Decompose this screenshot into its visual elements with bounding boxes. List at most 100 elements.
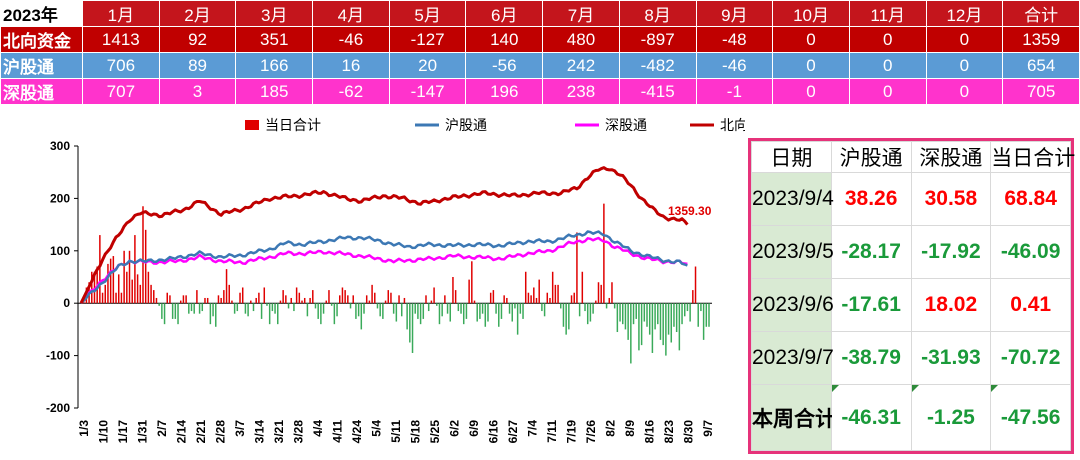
x-tick-label: 6/2 — [448, 420, 462, 437]
daily-bar — [355, 303, 357, 319]
daily-bar — [554, 284, 557, 304]
daily-bar — [290, 297, 292, 304]
monthly-value: -62 — [312, 78, 390, 105]
daily-bar — [487, 303, 489, 322]
x-tick-label: 1/3 — [77, 420, 91, 437]
daily-bar — [689, 303, 691, 322]
monthly-value: 351 — [235, 26, 314, 53]
x-tick-label: 4/24 — [350, 420, 364, 444]
daily-bar — [387, 290, 390, 304]
daily-bar — [177, 303, 179, 325]
y-tick-label: -200 — [46, 401, 70, 415]
daily-bar — [306, 303, 309, 317]
weekly-value: 68.84 — [990, 171, 1071, 227]
monthly-value: -46 — [695, 52, 774, 79]
daily-bar — [217, 295, 220, 304]
monthly-value: -46 — [312, 26, 390, 53]
daily-bar — [600, 284, 602, 304]
daily-bar — [479, 303, 481, 319]
daily-bar — [460, 303, 462, 314]
daily-bar — [425, 295, 427, 304]
daily-bar — [204, 297, 206, 304]
daily-bar — [700, 303, 702, 312]
x-tick-label: 2/21 — [194, 420, 208, 444]
daily-bar — [500, 303, 503, 319]
daily-bar — [139, 284, 142, 304]
daily-bar — [250, 300, 252, 304]
monthly-value: 0 — [772, 78, 850, 105]
daily-bar — [414, 303, 416, 314]
x-tick-label: 4/4 — [311, 420, 325, 437]
daily-bar — [309, 297, 311, 304]
daily-bar — [374, 292, 376, 304]
daily-bar — [336, 303, 338, 317]
daily-bar — [400, 303, 403, 317]
daily-bar — [673, 303, 675, 327]
x-tick-label: 5/11 — [389, 420, 403, 443]
y-tick-label: 300 — [50, 139, 70, 153]
daily-bar — [134, 235, 136, 304]
weekly-row: 2023/9/6 -17.61 18.02 0.41 — [751, 278, 1071, 333]
x-tick-label: 2/14 — [175, 420, 189, 444]
weekly-header: 日期 — [751, 141, 832, 173]
weekly-body: 2023/9/4 38.26 30.58 68.84 2023/9/5 -28.17 -17… — [751, 171, 1071, 451]
month-header: 2月 — [158, 0, 237, 27]
flow-chart: 当日合计 沪股通 深股通 北向资金 300 200 100 0 -100 -200 1/3 1/1… — [46, 117, 745, 444]
daily-bar — [247, 303, 249, 317]
daily-bar — [662, 303, 664, 346]
weekly-row: 2023/9/5 -28.17 -17.92 -46.09 — [751, 225, 1071, 280]
month-header: 3月 — [235, 0, 314, 27]
daily-bar — [117, 274, 120, 304]
daily-bar — [320, 303, 322, 325]
weekly-date: 2023/9/5 — [751, 225, 834, 280]
daily-bar — [503, 295, 505, 304]
daily-bar — [142, 206, 144, 304]
x-tick-label: 6/27 — [506, 420, 520, 444]
monthly-value: -147 — [388, 78, 467, 105]
weekly-total-row: 本周合计 -46.31 -1.25 -47.56 — [751, 384, 1071, 451]
daily-bar — [107, 263, 109, 304]
daily-bar — [694, 266, 697, 304]
x-tick-label: 3/28 — [292, 420, 306, 444]
daily-bar — [595, 300, 597, 304]
daily-bar — [295, 287, 298, 304]
daily-bar — [241, 287, 244, 304]
monthly-value: -1 — [695, 78, 774, 105]
monthly-value: 238 — [542, 78, 620, 105]
daily-bar — [586, 303, 589, 325]
daily-bar — [530, 295, 532, 304]
daily-bar — [570, 295, 573, 304]
daily-bar — [166, 292, 168, 304]
daily-bar — [616, 303, 619, 333]
daily-bar — [708, 303, 710, 327]
x-tick-label: 5/25 — [428, 420, 442, 444]
daily-bar — [522, 303, 524, 319]
monthly-value: 92 — [158, 26, 237, 53]
daily-bar — [390, 292, 392, 304]
daily-bar — [638, 303, 640, 351]
daily-bar — [573, 292, 575, 304]
chart-legend: 当日合计 沪股通 深股通 北向资金 — [245, 117, 745, 133]
monthly-value: 242 — [542, 52, 620, 79]
daily-bar — [603, 203, 605, 304]
x-tick-label: 1/17 — [116, 420, 130, 444]
daily-bar — [357, 303, 360, 317]
weekly-value: -47.56 — [990, 384, 1071, 451]
x-tick-label: 8/9 — [623, 420, 637, 437]
daily-bar — [492, 290, 495, 304]
year-label: 2023年 — [0, 0, 83, 27]
daily-bar — [446, 303, 449, 314]
daily-bar — [417, 303, 419, 319]
monthly-value: 140 — [465, 26, 544, 53]
x-tick-label: 9/7 — [701, 420, 715, 437]
monthly-value: 3 — [158, 78, 237, 105]
monthly-value: 706 — [82, 52, 160, 79]
monthly-value: 185 — [235, 78, 314, 105]
daily-bar — [395, 303, 398, 322]
monthly-value: 0 — [772, 26, 850, 53]
daily-bar — [301, 300, 303, 304]
daily-bar — [198, 303, 201, 314]
monthly-value: 16 — [312, 52, 390, 79]
monthly-value: 707 — [82, 78, 160, 105]
daily-bar — [430, 300, 433, 304]
